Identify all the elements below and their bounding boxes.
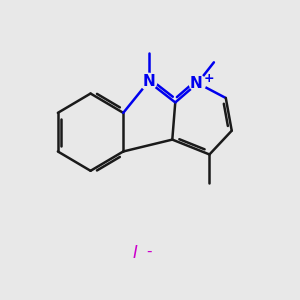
Text: -: - (146, 244, 151, 259)
Text: N: N (142, 74, 155, 89)
Circle shape (189, 75, 206, 92)
Text: I: I (133, 244, 138, 262)
Text: +: + (203, 72, 214, 85)
Text: N: N (190, 76, 202, 91)
Circle shape (140, 73, 157, 90)
